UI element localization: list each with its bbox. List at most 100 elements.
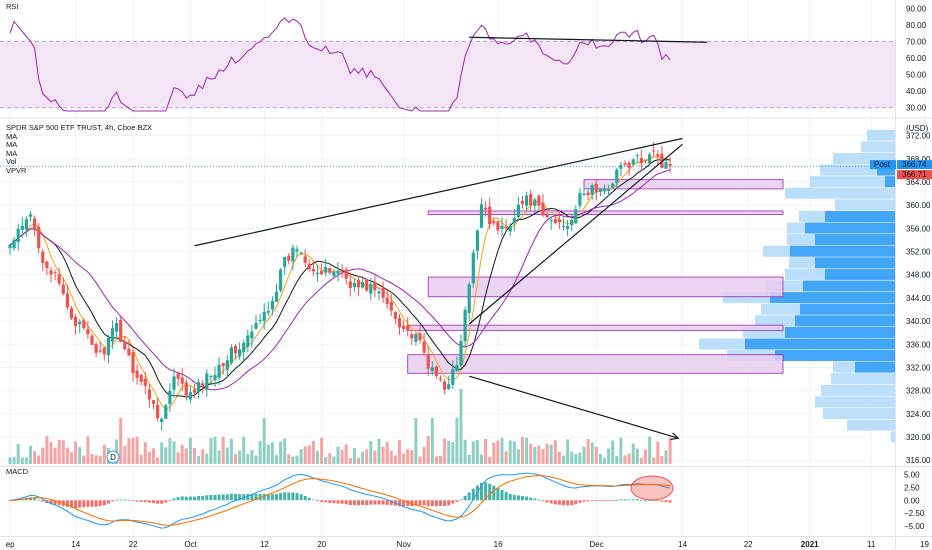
macd-histogram-bar: [262, 493, 266, 501]
volume-profile-value-area: [785, 326, 895, 338]
macd-histogram-bar: [70, 500, 73, 508]
macd-histogram-bar: [119, 499, 123, 501]
candle-body: [16, 228, 20, 243]
volume-bar: [365, 449, 369, 464]
macd-histogram-bar: [229, 493, 233, 501]
candle-body: [135, 370, 139, 378]
volume-bar: [492, 442, 496, 464]
candle-body: [324, 266, 328, 273]
macd-histogram-bar: [447, 500, 451, 506]
volume-bar: [619, 437, 623, 464]
volume-bar: [537, 445, 541, 464]
volume-bar: [603, 457, 606, 464]
candle-body: [389, 301, 393, 311]
macd-histogram-bar: [566, 500, 570, 506]
candle-body: [402, 325, 406, 330]
macd-histogram-bar: [488, 483, 492, 501]
volume-bar: [287, 454, 291, 464]
candle-body: [422, 341, 426, 353]
volume-bar: [197, 455, 201, 464]
rsi-tick-label: 50.00: [906, 71, 927, 80]
macd-histogram-bar: [221, 494, 225, 501]
volume-bar: [393, 455, 397, 464]
volume-bar: [525, 437, 529, 464]
macd-histogram-bar: [562, 500, 565, 506]
post-label-text: Post: [874, 160, 891, 169]
macd-tick-label: −5.00: [904, 522, 925, 531]
candle-body: [336, 270, 340, 274]
candle-body: [533, 199, 537, 206]
macd-histogram-bar: [496, 487, 500, 501]
legend-ma-mid[interactable]: MA: [6, 140, 18, 150]
candle-body: [328, 267, 332, 273]
volume-bar: [184, 448, 188, 464]
macd-histogram-bar: [492, 485, 496, 501]
post-label-tag: [870, 160, 896, 170]
volume-bar: [381, 446, 385, 464]
candle-body: [385, 297, 389, 304]
volume-bar: [320, 437, 324, 464]
macd-histogram-bar: [49, 500, 53, 505]
time-tick-label: 14: [71, 540, 80, 549]
candle-body: [258, 319, 262, 321]
candle-body: [611, 183, 615, 188]
volume-bar: [49, 441, 53, 464]
volume-bar: [410, 450, 414, 464]
candle-body: [57, 274, 61, 284]
candle-body: [365, 279, 369, 291]
candle-body: [574, 209, 578, 224]
macd-histogram-bar: [115, 499, 119, 501]
macd-line: [9, 472, 671, 529]
candle-body: [410, 334, 414, 339]
candle-body: [164, 405, 168, 419]
volume-bar: [45, 436, 49, 464]
macd-histogram-bar: [348, 500, 352, 505]
volume-bar: [656, 441, 660, 464]
volume-profile-value-area: [770, 292, 895, 304]
volume-bar: [402, 453, 406, 464]
volume-bar: [369, 441, 373, 464]
macd-histogram-bar: [533, 498, 537, 501]
volume-bar: [398, 440, 401, 464]
legend-ma-fast[interactable]: MA: [6, 131, 18, 141]
volume-profile-value-area: [815, 234, 895, 246]
volume-bar: [529, 443, 533, 464]
volume-bar: [94, 455, 98, 464]
volume-profile-value-area: [775, 350, 895, 362]
volume-bar: [311, 441, 315, 464]
candle-body: [545, 214, 549, 218]
macd-histogram-bar: [574, 500, 578, 505]
volume-bar: [238, 450, 242, 464]
candle-body: [537, 195, 541, 206]
volume-bar: [549, 444, 553, 464]
legend-title[interactable]: SPDR S&P 500 ETF TRUST, 4h, Cboe BZX: [6, 123, 153, 132]
candle-body: [492, 221, 496, 224]
macd-histogram-bar: [106, 500, 110, 504]
volume-bar: [578, 452, 582, 464]
candle-body: [541, 202, 545, 216]
volume-profile-row: [831, 373, 895, 385]
volume-bar: [307, 445, 311, 464]
macd-histogram-bar: [147, 500, 151, 503]
volume-bar: [590, 442, 594, 464]
macd-histogram-bar: [143, 500, 147, 503]
candle-body: [356, 280, 361, 288]
macd-histogram-bar: [184, 496, 188, 501]
volume-bar: [246, 453, 250, 464]
volume-profile-row: [823, 408, 895, 420]
legend-vol[interactable]: Vol: [6, 157, 17, 167]
macd-histogram-bar: [422, 500, 426, 506]
candle-body: [369, 283, 373, 294]
macd-histogram-bar: [471, 488, 475, 501]
candle-body: [500, 225, 504, 230]
candle-body: [184, 382, 188, 396]
supply-demand-zones: [407, 179, 784, 374]
candle-body: [643, 159, 648, 161]
candle-body: [287, 255, 291, 261]
macd-histogram-bar: [668, 500, 672, 503]
legend-ma-slow[interactable]: MA: [6, 148, 18, 158]
volume-bar: [512, 441, 516, 464]
legend-vpvr[interactable]: VPVR: [6, 165, 27, 175]
